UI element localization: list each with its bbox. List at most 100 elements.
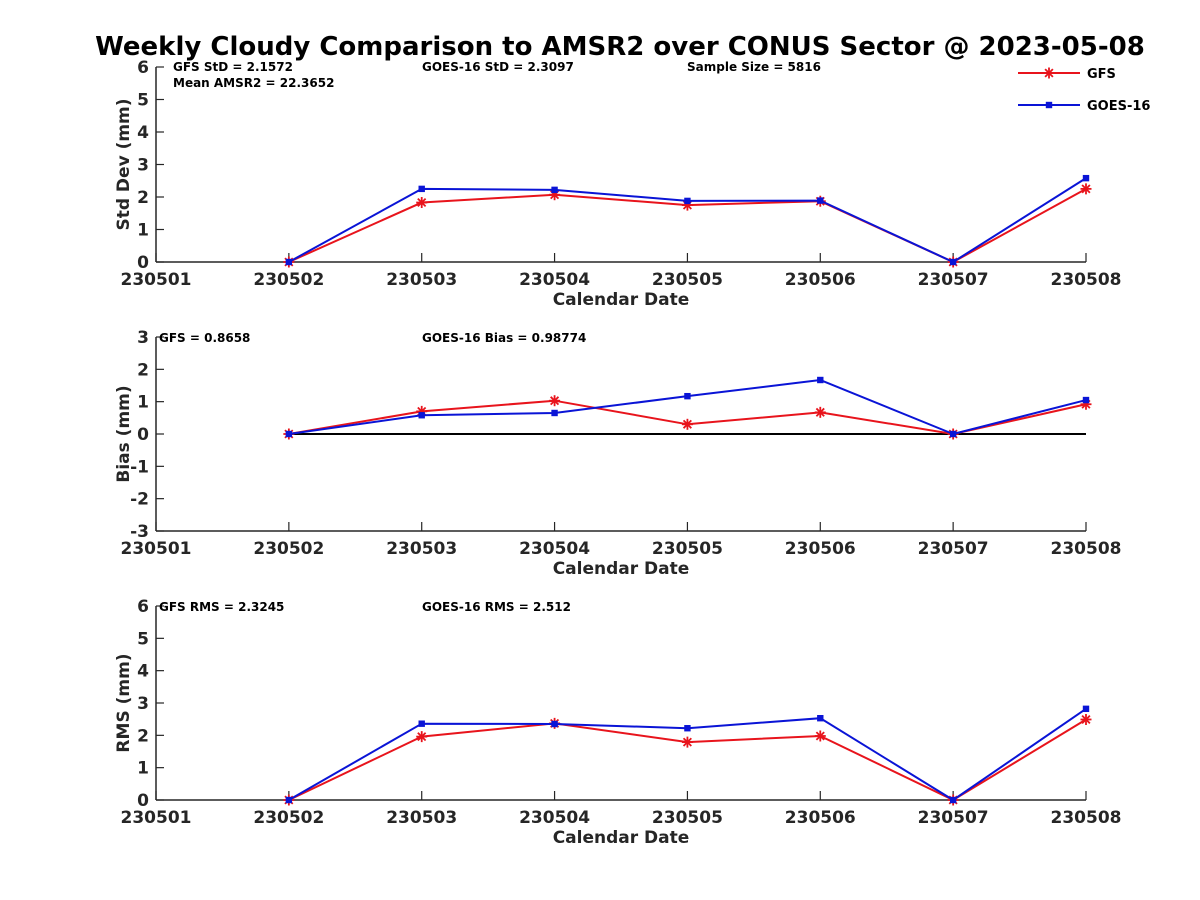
y-tick-label: 4 — [137, 662, 149, 682]
stat-annotation: GOES-16 Bias = 0.98774 — [422, 331, 586, 345]
x-tick-label: 230505 — [652, 270, 723, 290]
y-axis-label: Std Dev (mm) — [114, 98, 134, 230]
legend-label: GOES-16 — [1087, 99, 1150, 114]
data-point — [949, 796, 957, 804]
x-tick-label: 230503 — [386, 808, 457, 828]
series-line — [288, 707, 1087, 802]
data-point — [949, 258, 957, 266]
data-point — [684, 392, 691, 400]
data-point — [684, 725, 691, 732]
data-point — [549, 395, 561, 407]
x-axis-label: Calendar Date — [553, 559, 690, 579]
x-tick-label: 230507 — [918, 270, 989, 290]
stat-annotation: GOES-16 StD = 2.3097 — [422, 60, 574, 74]
y-tick-label: 0 — [137, 425, 149, 445]
data-point — [681, 418, 693, 430]
y-tick-label: 1 — [137, 221, 149, 241]
x-tick-label: 230501 — [121, 808, 192, 828]
y-tick-label: -3 — [130, 522, 149, 542]
data-point — [1082, 174, 1090, 182]
y-tick-label: 1 — [137, 759, 149, 779]
y-axis-label: Bias (mm) — [114, 385, 134, 482]
legend-marker — [1043, 67, 1055, 79]
y-tick-label: -2 — [130, 490, 149, 510]
data-point — [416, 731, 428, 743]
x-tick-label: 230508 — [1051, 539, 1122, 559]
y-tick-label: 5 — [137, 629, 149, 649]
data-point — [285, 258, 293, 266]
data-point — [1082, 705, 1090, 713]
data-point — [817, 714, 824, 722]
chart-title: Weekly Cloudy Comparison to AMSR2 over C… — [95, 32, 1145, 62]
data-point — [551, 409, 558, 417]
data-point — [1080, 713, 1092, 725]
series-goes-16 — [285, 174, 1090, 266]
stat-annotation: Sample Size = 5816 — [687, 60, 821, 74]
y-tick-label: 3 — [137, 694, 149, 714]
data-point — [418, 185, 425, 193]
x-tick-label: 230504 — [519, 808, 590, 828]
data-point — [1080, 183, 1092, 195]
y-tick-label: 6 — [137, 58, 149, 78]
series-goes-16 — [285, 376, 1090, 438]
series-goes-16 — [285, 705, 1090, 804]
y-tick-label: 2 — [137, 726, 149, 746]
stat-annotation: GFS StD = 2.1572 — [173, 60, 293, 74]
x-tick-label: 230501 — [121, 270, 192, 290]
panel-rms: 0 1 2 3 4 5 6 230501 230502 230503 230504 230505 230… — [114, 597, 1121, 848]
data-point — [817, 376, 824, 384]
x-axis-label: Calendar Date — [553, 828, 690, 848]
x-tick-label: 230503 — [386, 539, 457, 559]
x-tick-label: 230502 — [253, 539, 324, 559]
y-tick-label: 2 — [137, 188, 149, 208]
y-tick-label: -1 — [130, 457, 149, 477]
y-tick-label: 5 — [137, 91, 149, 111]
x-tick-label: 230506 — [785, 808, 856, 828]
panel-std: 0 1 2 3 4 5 6 230501 230502 230503 230504 230505 230… — [114, 58, 1121, 310]
data-point — [416, 197, 428, 209]
y-tick-label: 6 — [137, 597, 149, 617]
y-tick-label: 0 — [137, 791, 149, 811]
x-tick-label: 230506 — [785, 539, 856, 559]
x-tick-label: 230508 — [1051, 808, 1122, 828]
data-point — [814, 730, 826, 742]
data-point — [684, 197, 691, 205]
data-point — [551, 186, 558, 194]
x-tick-label: 230504 — [519, 539, 590, 559]
x-tick-label: 230505 — [652, 808, 723, 828]
x-tick-label: 230507 — [918, 808, 989, 828]
x-tick-label: 230502 — [253, 808, 324, 828]
chart-legend: GFS GOES-16 — [1018, 67, 1150, 114]
y-tick-label: 4 — [137, 123, 149, 143]
y-tick-label: 1 — [137, 393, 149, 413]
data-point — [817, 197, 824, 204]
y-tick-label: 3 — [137, 156, 149, 176]
y-tick-label: 3 — [137, 328, 149, 348]
x-tick-label: 230506 — [785, 270, 856, 290]
x-tick-label: 230505 — [652, 539, 723, 559]
y-tick-label: 0 — [137, 253, 149, 273]
stat-annotation: GFS = 0.8658 — [159, 331, 250, 345]
legend-entry-goes-16: GOES-16 — [1018, 99, 1150, 114]
data-point — [814, 406, 826, 418]
y-tick-label: 2 — [137, 360, 149, 380]
stat-annotation: GOES-16 RMS = 2.512 — [422, 600, 571, 614]
series-line — [288, 177, 1087, 264]
data-point — [1082, 396, 1090, 404]
x-tick-label: 230501 — [121, 539, 192, 559]
legend-marker — [1045, 101, 1053, 109]
x-tick-label: 230503 — [386, 270, 457, 290]
stat-annotation: GFS RMS = 2.3245 — [159, 600, 284, 614]
x-tick-label: 230504 — [519, 270, 590, 290]
x-tick-label: 230507 — [918, 539, 989, 559]
legend-label: GFS — [1087, 67, 1116, 82]
data-point — [949, 430, 957, 438]
data-point — [551, 720, 558, 728]
data-point — [285, 796, 293, 804]
data-point — [285, 430, 293, 438]
stat-annotation: Mean AMSR2 = 22.3652 — [173, 76, 334, 90]
y-axis-label: RMS (mm) — [114, 653, 134, 752]
x-tick-label: 230508 — [1051, 270, 1122, 290]
